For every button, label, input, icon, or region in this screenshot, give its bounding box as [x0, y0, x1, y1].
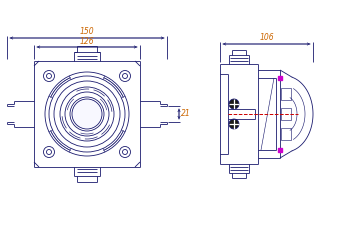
Text: 126: 126	[80, 37, 94, 46]
Circle shape	[229, 119, 239, 129]
Circle shape	[72, 99, 102, 129]
Bar	[281, 128, 291, 140]
Text: 106: 106	[259, 33, 274, 42]
Bar	[281, 88, 291, 100]
Circle shape	[229, 99, 239, 109]
Text: 150: 150	[80, 27, 94, 36]
Bar	[281, 108, 291, 120]
Text: 21: 21	[181, 109, 191, 118]
